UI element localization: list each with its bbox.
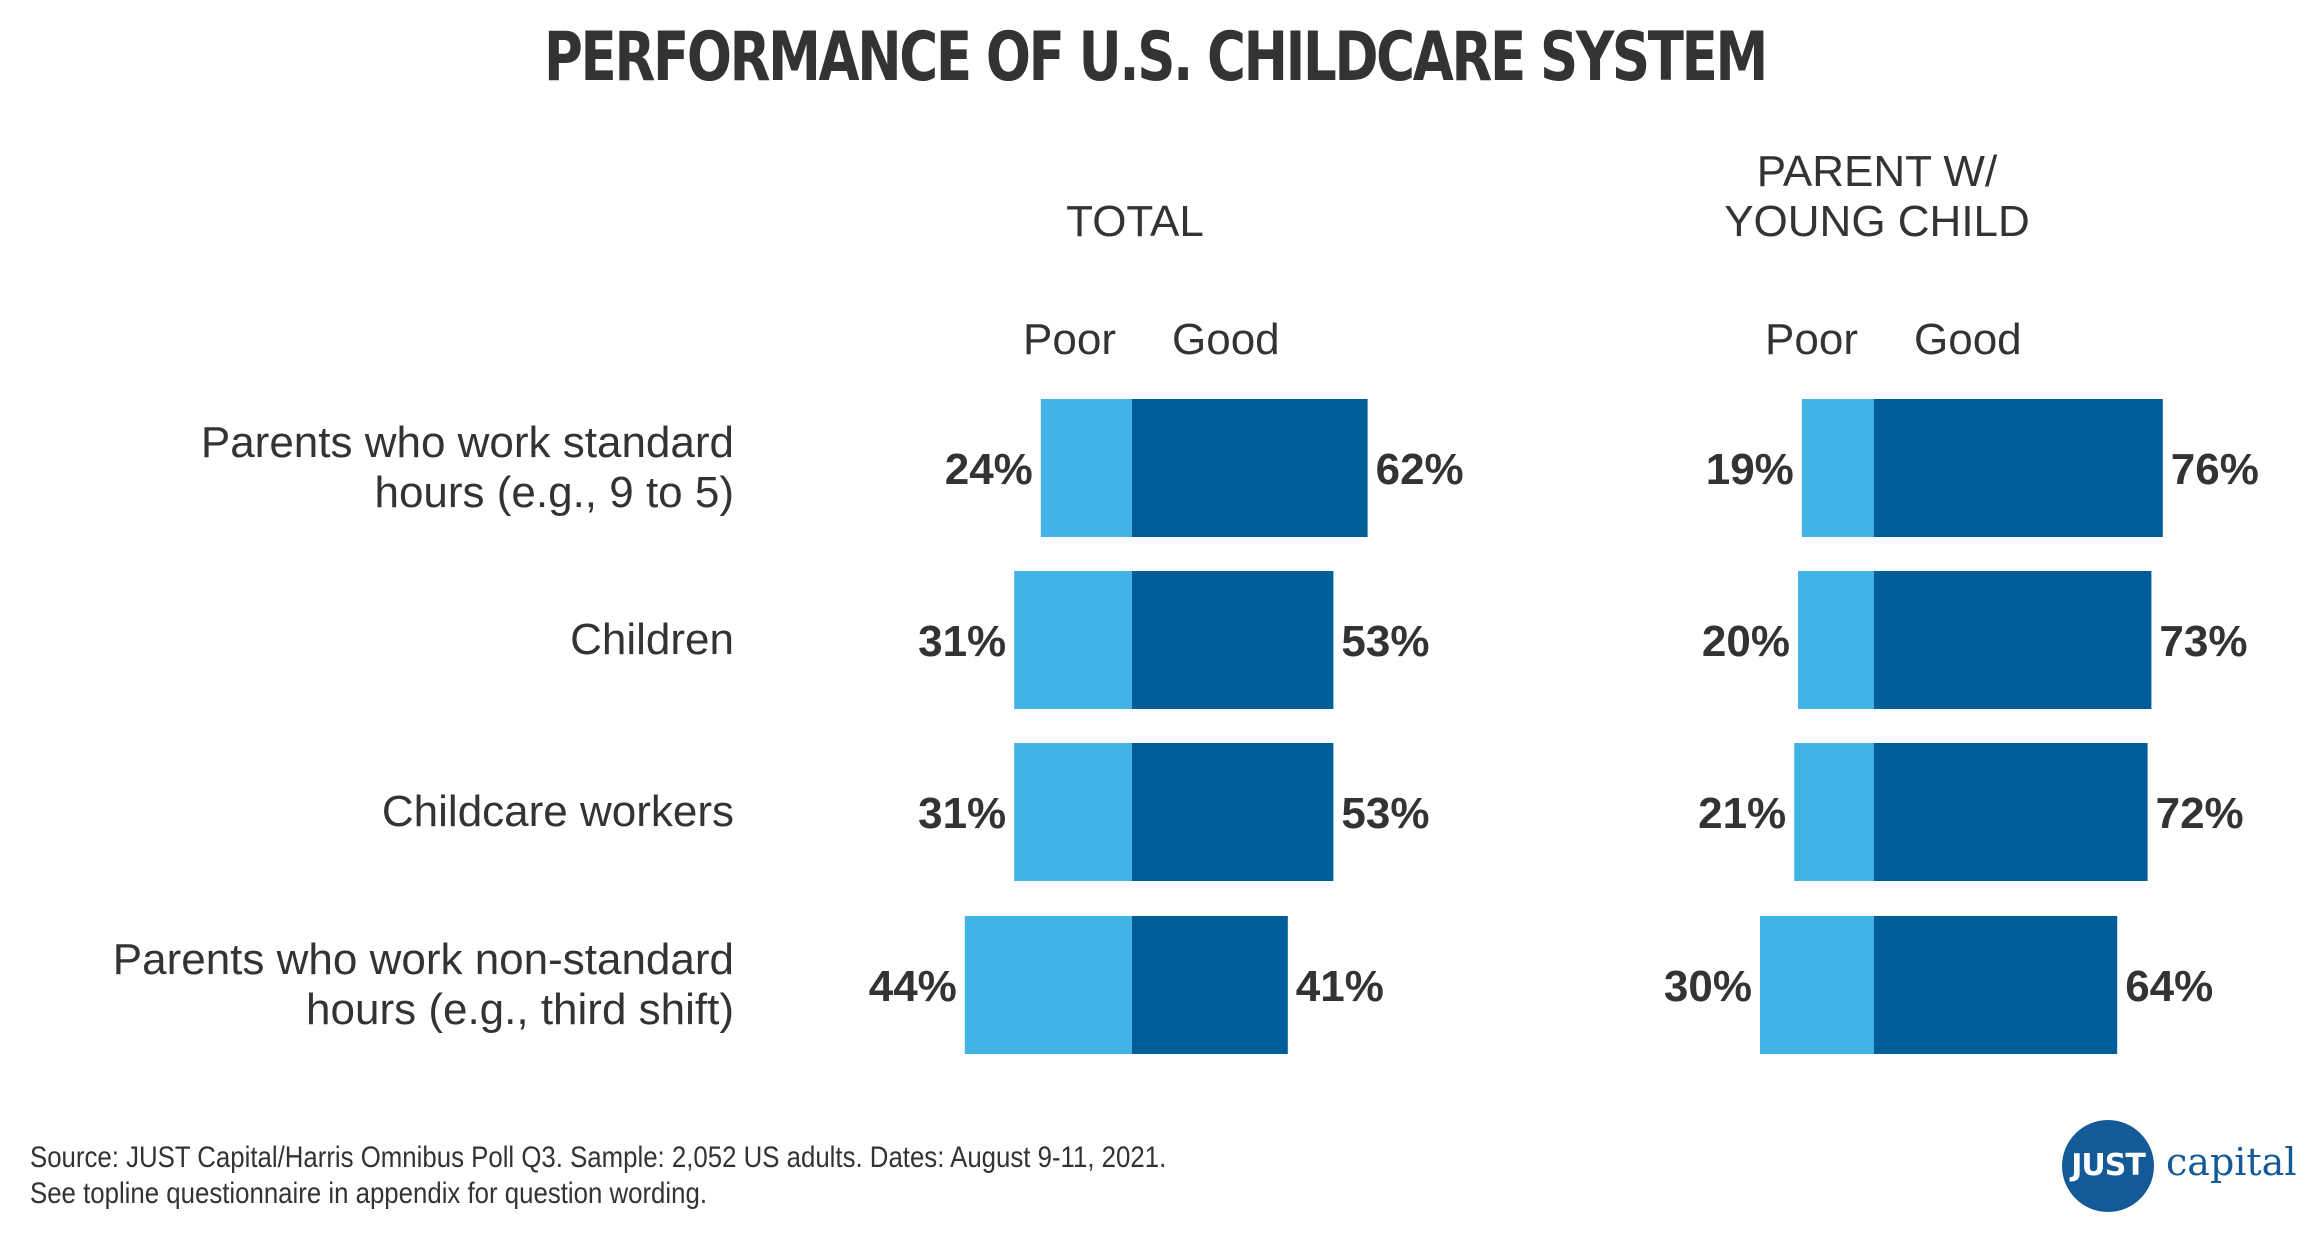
bar-poor [1801,399,1874,537]
data-label-poor: 31% [918,617,1006,666]
bar-good [1874,743,2148,881]
bar-poor [964,916,1132,1054]
logo-mark: JUST [2062,1120,2154,1212]
brand-logo: JUST capital [2062,1120,2302,1212]
data-label-good: 76% [2171,445,2259,494]
data-label-good: 53% [1341,617,1429,666]
category-label: hours (e.g., third shift) [306,985,734,1034]
source-line-1: Source: JUST Capital/Harris Omnibus Poll… [30,1141,1167,1174]
bar-poor [1040,399,1132,537]
bar-poor [1798,571,1874,709]
data-label-good: 72% [2156,789,2244,838]
bar-poor [1014,571,1132,709]
logo-wordmark: capital [2166,1140,2297,1184]
category-label: Children [570,615,734,664]
data-label-poor: 30% [1664,962,1752,1011]
legend-poor: Poor [1023,315,1116,364]
bar-good [1874,916,2118,1054]
category-label: Childcare workers [382,787,734,836]
bar-good [1874,571,2152,709]
bar-good [1132,399,1368,537]
data-label-poor: 31% [918,789,1006,838]
legend-poor: Poor [1765,315,1858,364]
bar-good [1132,916,1288,1054]
category-label: hours (e.g., 9 to 5) [374,468,734,517]
panel-header: TOTAL [1066,197,1204,246]
category-label: Parents who work standard [201,418,734,467]
panel-header: PARENT W/ [1757,147,1998,196]
bar-poor [1014,743,1132,881]
data-label-poor: 20% [1702,617,1790,666]
data-label-good: 53% [1341,789,1429,838]
bar-poor [1760,916,1874,1054]
data-label-good: 41% [1296,962,1384,1011]
source-line-2: See topline questionnaire in appendix fo… [30,1177,708,1210]
data-label-poor: 19% [1706,445,1794,494]
category-label: Parents who work non-standard [113,935,734,984]
panel-header: YOUNG CHILD [1724,197,2030,246]
chart-title: PERFORMANCE OF U.S. CHILDCARE SYSTEM [544,18,1768,97]
bar-good [1132,571,1334,709]
data-label-good: 62% [1376,445,1464,494]
data-label-good: 64% [2125,962,2213,1011]
source-note: Source: JUST Capital/Harris Omnibus Poll… [30,1140,1166,1212]
bar-good [1132,743,1334,881]
data-label-poor: 21% [1698,789,1786,838]
bar-good [1874,399,2163,537]
bar-poor [1794,743,1874,881]
data-label-good: 73% [2159,617,2247,666]
data-label-poor: 24% [945,445,1033,494]
legend-good: Good [1172,315,1280,364]
data-label-poor: 44% [869,962,957,1011]
legend-good: Good [1914,315,2022,364]
